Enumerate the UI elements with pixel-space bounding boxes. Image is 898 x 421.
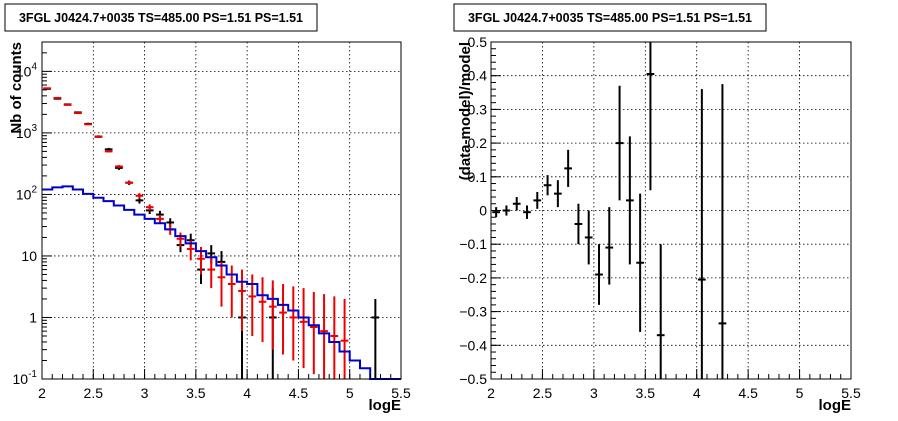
counts-series1-point xyxy=(176,232,185,247)
counts-x-tick-label: 5 xyxy=(346,385,354,401)
counts-marks xyxy=(42,87,401,380)
counts-series1-point xyxy=(227,265,236,318)
counts-x-tick-label: 2 xyxy=(38,385,46,401)
counts-series1-point xyxy=(84,123,93,126)
counts-series1-point xyxy=(279,283,287,355)
residual-y-tick-label: 0.3 xyxy=(468,101,488,117)
residual-y-tick-label: 0 xyxy=(479,203,487,219)
counts-series1-point xyxy=(94,135,103,138)
counts-series1-point xyxy=(207,255,216,289)
residual-series0-point xyxy=(574,203,583,245)
residual-x-tick-label: 2.5 xyxy=(533,385,553,401)
residual-x-tick-label: 2 xyxy=(487,385,495,401)
counts-series1-point xyxy=(145,204,154,211)
counts-y-tick-label: 103 xyxy=(16,123,38,141)
residual-grid xyxy=(491,42,851,379)
residual-y-axis-label: (data-model)/model xyxy=(457,42,474,180)
residual-x-tick-label: 5.5 xyxy=(841,385,861,401)
counts-y-tick-label: 102 xyxy=(16,184,38,202)
counts-x-tick-label: 3 xyxy=(141,385,149,401)
counts-series1-point xyxy=(217,261,226,307)
residual-x-axis-label: logE xyxy=(819,397,852,414)
residual-series0-point xyxy=(512,197,521,211)
residual-series0-point xyxy=(543,175,552,196)
counts-series1-point xyxy=(340,298,349,379)
residual-y-tick-label: −0.5 xyxy=(459,371,487,387)
counts-series1-point xyxy=(74,112,82,115)
residual-y-tick-label: −0.3 xyxy=(459,304,487,320)
residual-y-tick-label: 0.2 xyxy=(468,135,488,151)
counts-series1-point xyxy=(289,286,298,361)
residual-x-tick-label: 3.5 xyxy=(636,385,656,401)
residual-series0-point xyxy=(718,84,727,379)
residual-x-tick-label: 4.5 xyxy=(738,385,758,401)
counts-series1-point xyxy=(115,165,123,168)
counts-chart-title: 3FGL J0424.7+0035 TS=485.00 PS=1.51 PS=1… xyxy=(19,11,303,25)
counts-series1-point xyxy=(268,280,277,350)
residual-series0-point xyxy=(626,136,634,265)
residual-x-tick-label: 5 xyxy=(796,385,804,401)
residual-x-tick-label: 4 xyxy=(693,385,701,401)
residual-y-tick-label: −0.2 xyxy=(459,270,487,286)
counts-y-tick-label: 104 xyxy=(16,61,38,79)
residual-chart-title: 3FGL J0424.7+0035 TS=485.00 PS=1.51 PS=1… xyxy=(468,11,752,25)
counts-model-step-line xyxy=(42,185,401,380)
counts-series0-point xyxy=(371,298,380,379)
counts-series1-point xyxy=(43,87,51,90)
counts-panel: 3FGL J0424.7+0035 TS=485.00 PS=1.51 PS=1… xyxy=(4,3,411,414)
counts-y-tick-label: 10 xyxy=(21,248,37,264)
residual-series0-point xyxy=(502,205,511,216)
residual-axes: 2 2.5 3 3.5 4 4.5 5 5.5 −0.5 −0.4 −0.3 −0.2 −0.1 0 0.1… xyxy=(459,34,861,401)
residual-y-tick-label: −0.1 xyxy=(459,236,487,252)
residual-series0-point xyxy=(492,207,500,218)
residual-series0-point xyxy=(646,42,655,191)
counts-series1-point xyxy=(104,150,113,153)
counts-series1-point xyxy=(320,294,328,379)
residual-series0-point xyxy=(656,244,665,379)
counts-x-tick-label: 2.5 xyxy=(84,385,104,401)
counts-x-tick-label: 3.5 xyxy=(186,385,206,401)
residual-panel: 3FGL J0424.7+0035 TS=485.00 PS=1.51 PS=1… xyxy=(453,3,861,414)
counts-series1-point xyxy=(156,215,164,224)
counts-grid xyxy=(42,42,401,379)
residual-y-tick-label: −0.4 xyxy=(459,337,487,353)
counts-series1-point xyxy=(238,269,246,332)
counts-x-tick-label: 4.5 xyxy=(289,385,309,401)
residual-y-tick-label: 0.1 xyxy=(468,169,488,185)
counts-y-tick-label: 10-1 xyxy=(13,369,38,387)
residual-series0-point xyxy=(584,210,593,265)
residual-y-tick-label: 0.4 xyxy=(468,68,488,84)
counts-x-tick-label: 5.5 xyxy=(391,385,411,401)
residual-series0-point xyxy=(564,149,572,187)
counts-y-tick-label: 1 xyxy=(29,309,37,325)
residual-x-tick-label: 3 xyxy=(590,385,598,401)
counts-title-box: 3FGL J0424.7+0035 TS=485.00 PS=1.51 PS=1… xyxy=(4,3,318,32)
counts-series1-point xyxy=(63,103,72,106)
residual-series0-point xyxy=(636,193,644,332)
residual-title-box: 3FGL J0424.7+0035 TS=485.00 PS=1.51 PS=1… xyxy=(453,3,767,32)
residual-series0-point xyxy=(595,244,603,305)
counts-series1-point xyxy=(135,193,144,199)
residual-series0-point xyxy=(615,85,624,201)
counts-series1-point xyxy=(299,288,308,369)
counts-plot-frame xyxy=(41,41,402,380)
counts-series1-point xyxy=(309,291,318,375)
residual-y-tick-label: 0.5 xyxy=(468,34,488,50)
counts-x-axis-label: logE xyxy=(369,397,402,414)
residual-series0-point xyxy=(554,180,562,208)
counts-y-axis-label: Nb of counts xyxy=(8,42,25,134)
residual-series0-point xyxy=(533,191,542,209)
counts-x-tick-label: 4 xyxy=(243,385,251,401)
counts-series1-point xyxy=(330,296,339,379)
residual-marks xyxy=(492,42,727,379)
residual-series0-point xyxy=(523,205,531,219)
residual-series0-point xyxy=(605,207,614,285)
counts-series1-point xyxy=(258,277,267,342)
counts-axes: 2 2.5 3 3.5 4 4.5 5 5.5 10-1 1 10 102 103 104 xyxy=(13,41,411,401)
counts-series1-point xyxy=(125,181,134,185)
residual-series0-point xyxy=(698,89,706,379)
counts-series1-point xyxy=(53,96,62,99)
